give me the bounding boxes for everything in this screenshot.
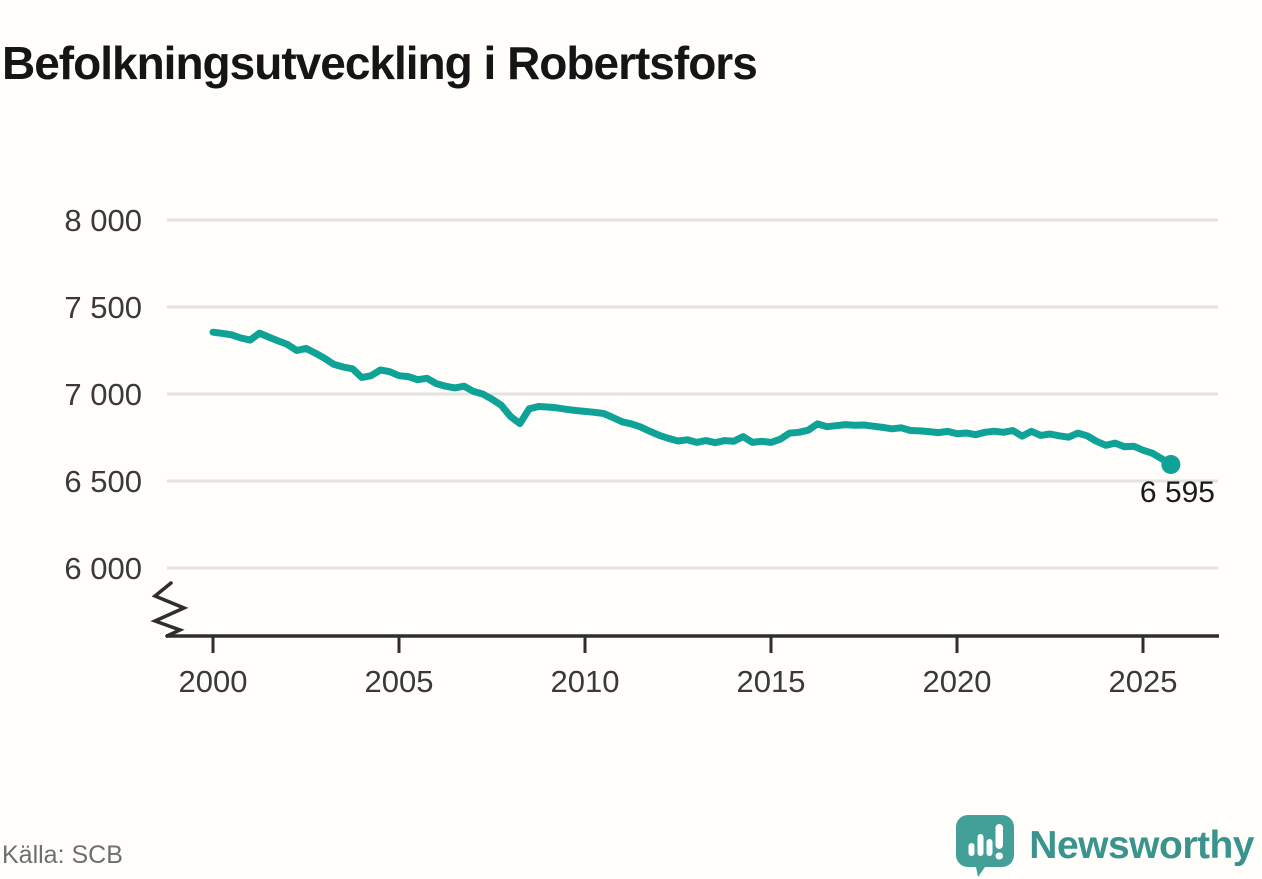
x-axis-label: 2015 (737, 664, 806, 699)
axis-break-icon (150, 581, 189, 638)
exclamation-bar (995, 824, 1004, 849)
speech-bubble-shape (956, 815, 1015, 877)
brand-name: Newsworthy (1029, 824, 1254, 867)
x-axis-label: 2000 (179, 664, 248, 699)
source-note: Källa: SCB (2, 841, 123, 869)
latest-value-label: 6 595 (1140, 476, 1215, 509)
y-axis-label: 6 500 (64, 464, 142, 499)
x-axis-label: 2005 (365, 664, 434, 699)
population-line-chart: 8 000 7 500 7 000 6 500 6 000 6 595 2000 2005 20… (64, 203, 1219, 699)
x-axis-label: 2010 (551, 664, 620, 699)
y-axis-label: 6 000 (64, 551, 142, 586)
latest-value-dot (1161, 454, 1181, 474)
bar-chart-bar-medium (986, 839, 993, 856)
x-axis-label: 2020 (923, 664, 992, 699)
exclamation-dot (995, 852, 1004, 860)
population-line (209, 328, 1175, 468)
y-axis-label: 8 000 (64, 203, 142, 238)
chart-title: Befolkningsutveckling i Robertsfors (2, 36, 758, 89)
newsworthy-logo-icon (956, 815, 1015, 877)
y-axis-label: 7 000 (64, 377, 142, 412)
x-axis-label: 2025 (1109, 664, 1178, 699)
newsworthy-logo: Newsworthy (955, 814, 1254, 878)
bar-chart-bar-tall (977, 834, 984, 856)
bar-chart-bar-small (968, 843, 975, 856)
y-axis-label: 7 500 (64, 290, 142, 325)
